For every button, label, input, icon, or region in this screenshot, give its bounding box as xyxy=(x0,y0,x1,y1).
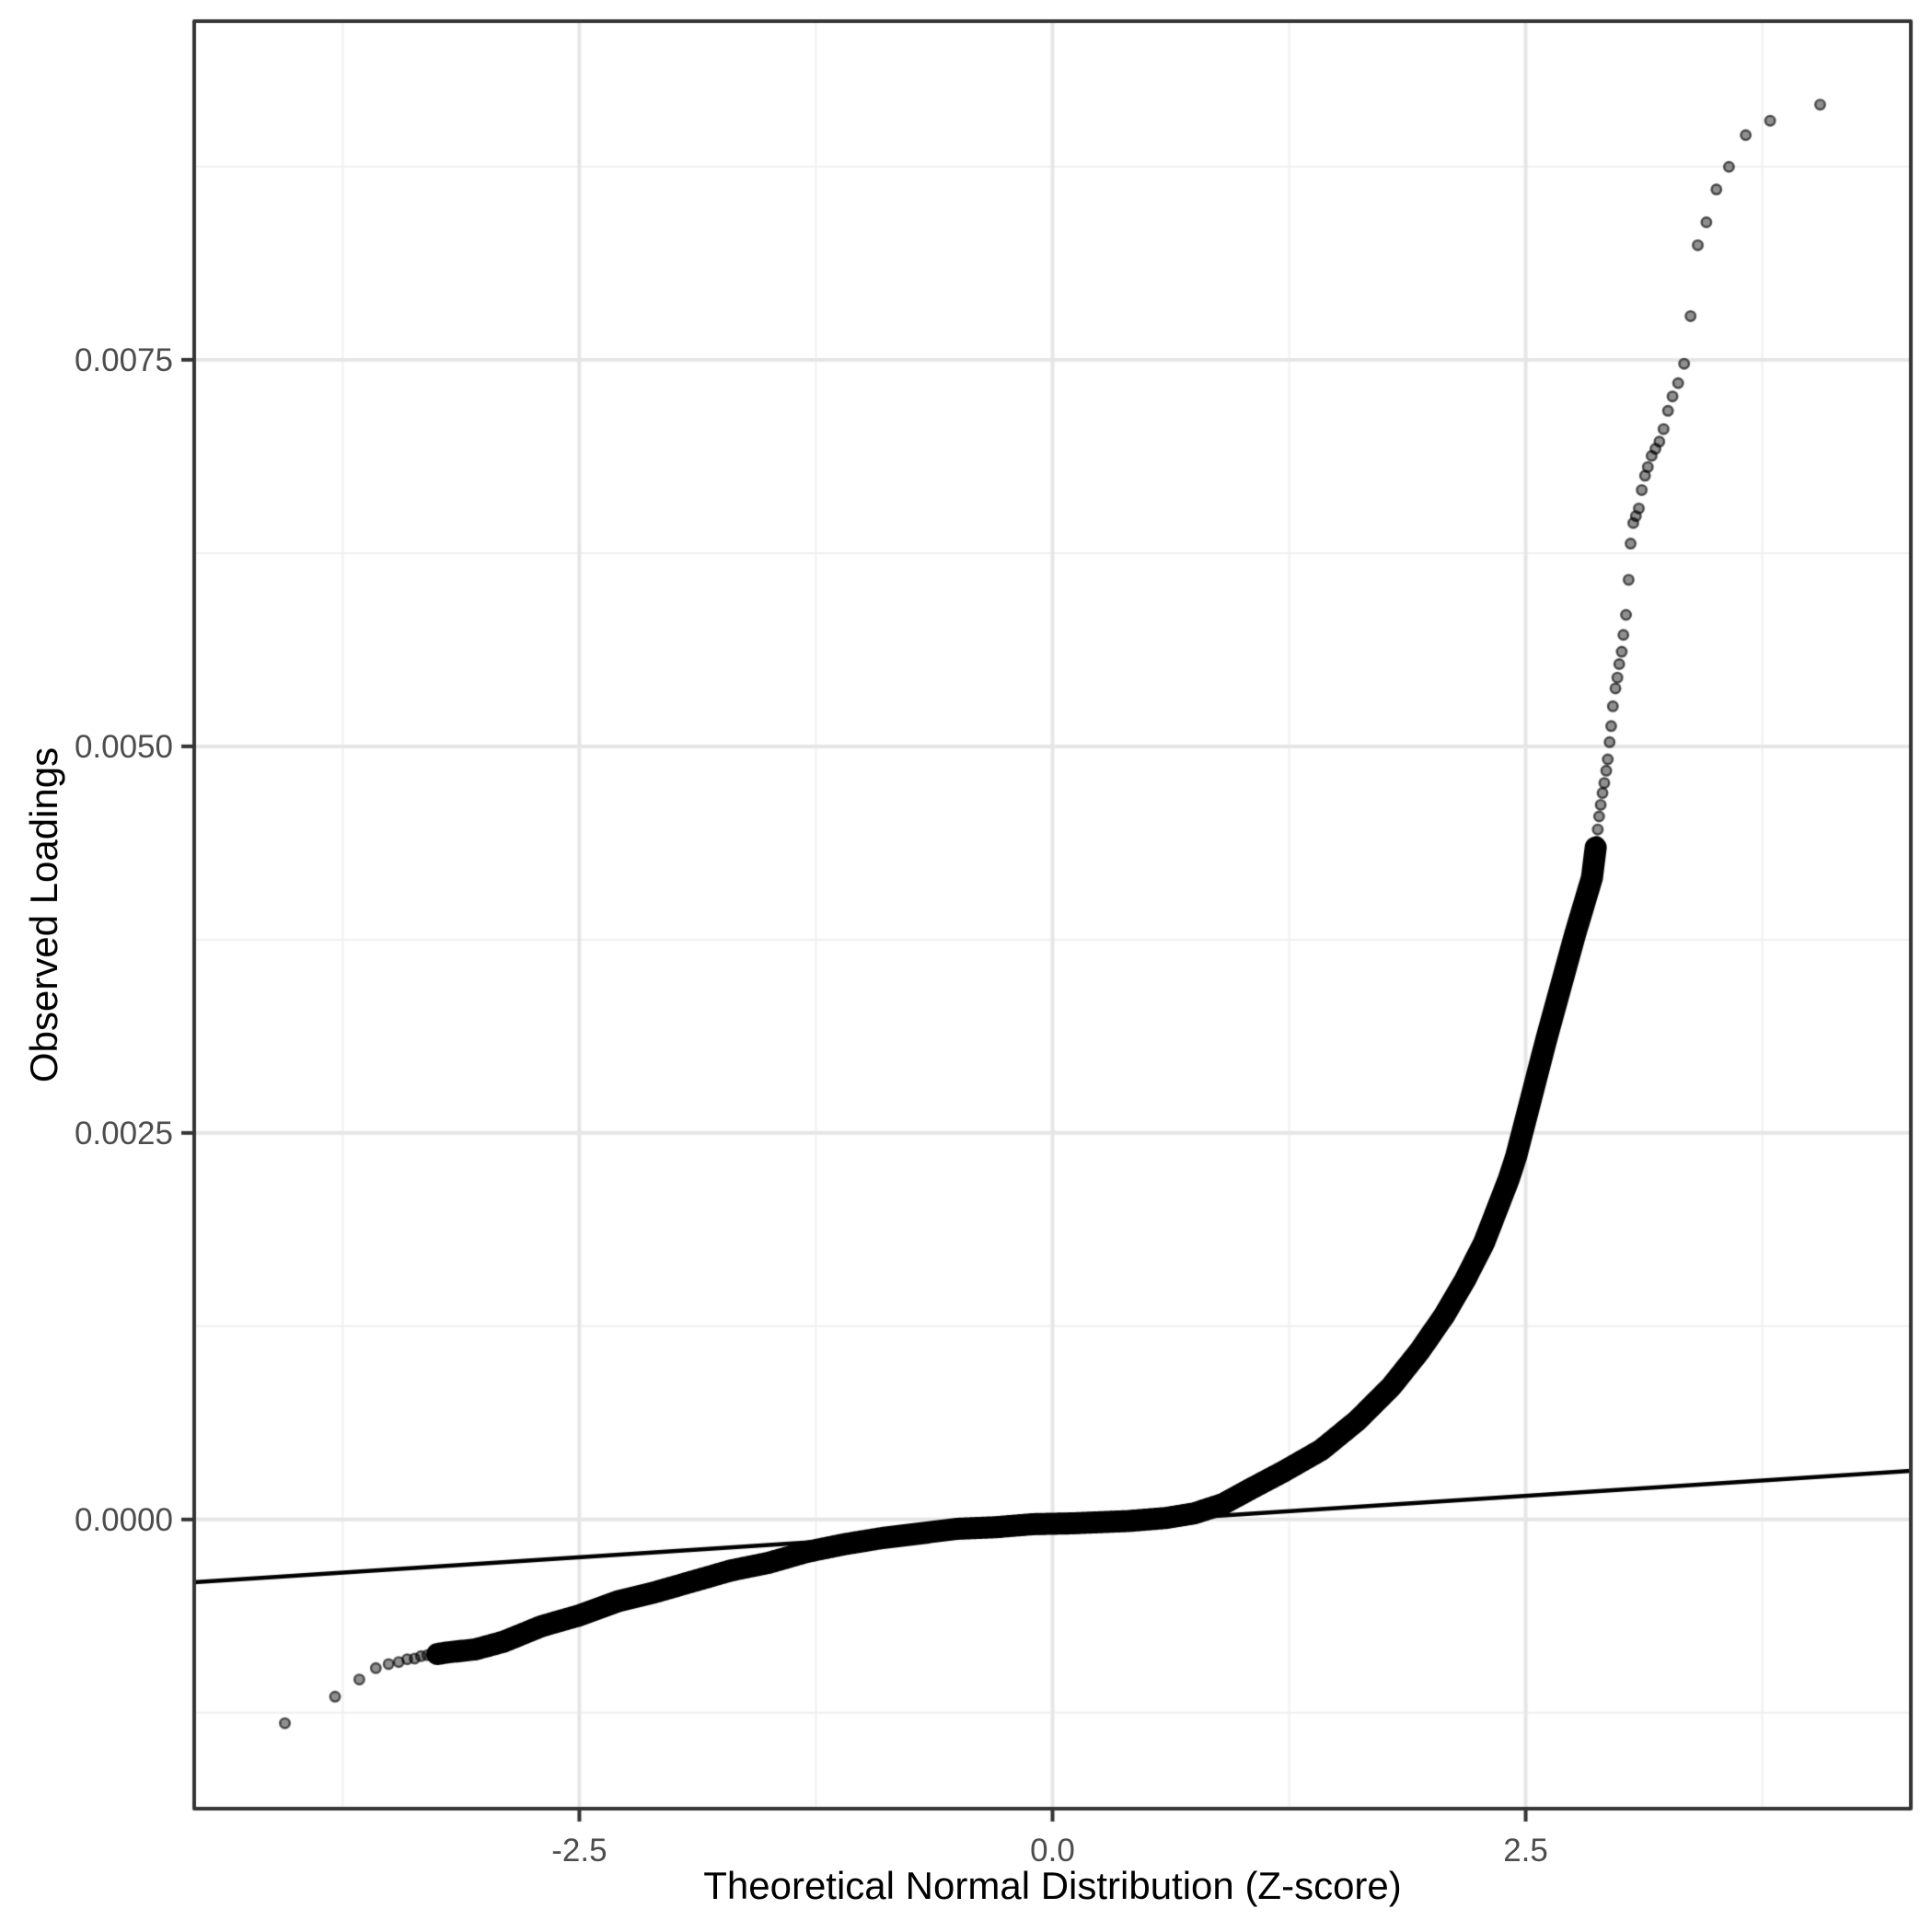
y-axis-title: Observed Loadings xyxy=(22,746,65,1083)
y-tick-label: 0.0025 xyxy=(74,1115,173,1151)
x-axis-title: Theoretical Normal Distribution (Z-score… xyxy=(703,1864,1402,1907)
y-tick-label: 0.0075 xyxy=(74,341,173,378)
y-tick-label: 0.0050 xyxy=(74,728,173,765)
y-tick-label: 0.0000 xyxy=(74,1501,173,1538)
x-tick-label: 0.0 xyxy=(1030,1833,1075,1868)
x-tick-label: 2.5 xyxy=(1503,1833,1548,1868)
x-tick-label: -2.5 xyxy=(551,1833,607,1868)
